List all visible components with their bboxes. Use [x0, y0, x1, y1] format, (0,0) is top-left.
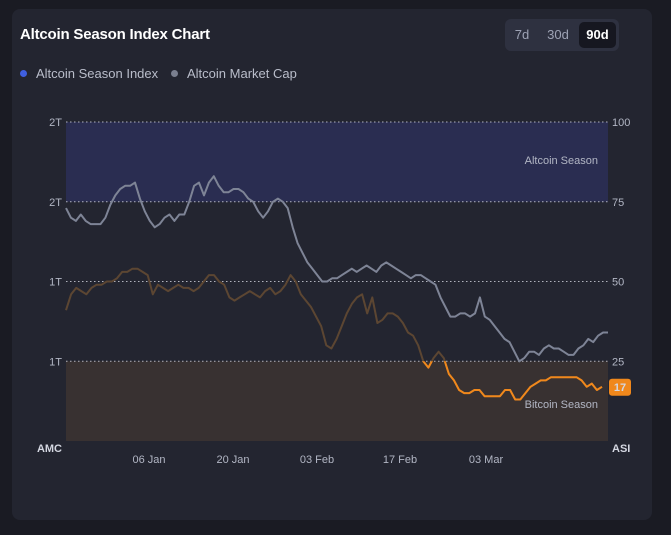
legend-label-market-cap: Altcoin Market Cap	[187, 66, 297, 81]
y-right-tick-label: 100	[612, 117, 630, 129]
current-value-label: 17	[614, 382, 626, 394]
x-corner-left-label: AMC	[37, 443, 62, 455]
legend-dot-index	[20, 70, 27, 77]
market-cap-line	[65, 175, 608, 363]
x-tick-label: 06 Jan	[132, 454, 165, 466]
x-tick-label: 03 Mar	[469, 454, 504, 466]
y-left-tick-label: 2T	[49, 197, 62, 209]
altcoin-season-zone	[66, 122, 608, 202]
y-right-tick-label: 25	[612, 356, 624, 368]
bitcoin-season-zone	[66, 361, 608, 441]
chart-title: Altcoin Season Index Chart	[20, 26, 210, 43]
range-selector: 7d 30d 90d	[505, 19, 619, 51]
x-tick-label: 20 Jan	[216, 454, 249, 466]
range-7d-button[interactable]: 7d	[514, 27, 530, 42]
range-90d-button[interactable]: 90d	[579, 22, 616, 48]
legend-dot-market-cap	[171, 70, 178, 77]
legend-label-index: Altcoin Season Index	[36, 66, 159, 81]
y-right-tick-label: 50	[612, 277, 624, 289]
zone-label-bitcoin: Bitcoin Season	[525, 399, 598, 411]
y-left-tick-label: 2T	[49, 117, 62, 129]
current-value-badge	[609, 378, 631, 396]
x-corner-right-label: ASI	[612, 443, 630, 455]
y-left-tick-label: 1T	[49, 277, 62, 289]
x-tick-label: 03 Feb	[300, 454, 334, 466]
zone-label-altcoin: Altcoin Season	[525, 155, 598, 167]
index-line	[422, 361, 603, 401]
y-left-tick-label: 1T	[49, 356, 62, 368]
range-30d-button[interactable]: 30d	[547, 27, 569, 42]
y-right-tick-label: 75	[612, 197, 624, 209]
x-tick-label: 17 Feb	[383, 454, 417, 466]
